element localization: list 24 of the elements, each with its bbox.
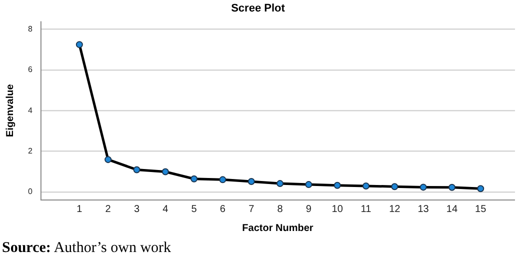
y-tick-label: 6 xyxy=(28,65,33,74)
x-tick-label: 6 xyxy=(220,204,226,215)
source-note: Source: Author’s own work xyxy=(2,240,172,257)
x-tick-label: 9 xyxy=(306,204,312,215)
x-tick-label: 5 xyxy=(191,204,198,215)
x-tick-label: 15 xyxy=(475,204,487,215)
x-tick-label: 14 xyxy=(446,204,458,215)
x-tick-label: 10 xyxy=(332,204,344,215)
y-tick-label: 8 xyxy=(28,24,33,34)
x-tick-label: 4 xyxy=(162,204,169,215)
x-tick-label: 3 xyxy=(134,204,140,215)
x-tick-label: 7 xyxy=(248,204,255,215)
y-tick-label: 0 xyxy=(28,187,33,196)
x-tick-label: 13 xyxy=(418,204,430,215)
y-tick-label: 2 xyxy=(28,146,33,156)
x-tick-label: 12 xyxy=(389,204,401,215)
x-tick-label: 11 xyxy=(360,204,372,215)
y-axis-title: Eigenvalue xyxy=(4,84,16,138)
x-tick-label: 2 xyxy=(105,204,112,215)
x-tick-label: 1 xyxy=(76,204,83,215)
y-tick-label: 4 xyxy=(28,106,33,115)
x-axis-title: Factor Number xyxy=(242,222,314,234)
x-tick-label: 8 xyxy=(277,204,284,215)
chart-title: Scree Plot xyxy=(231,2,286,15)
